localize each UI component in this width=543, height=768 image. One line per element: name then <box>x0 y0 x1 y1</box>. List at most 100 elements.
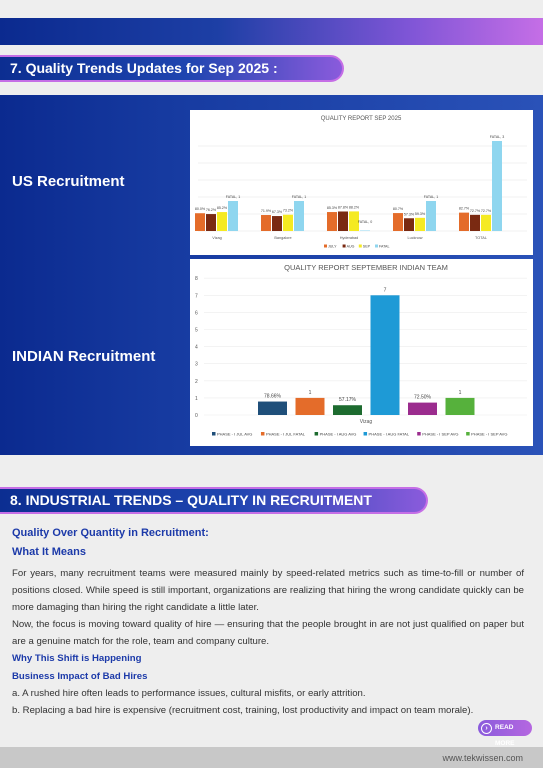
top-banner <box>0 18 543 45</box>
legend-label: PHASE - I AUG FATAL <box>369 432 410 437</box>
footer-bar: www.tekwissen.com <box>0 747 543 768</box>
legend-swatch <box>324 244 327 248</box>
section-8-title: 8. INDUSTRIAL TRENDS – QUALITY IN RECRUI… <box>0 487 428 514</box>
legend-label: PHASE - I JUL AVG <box>217 432 252 437</box>
bar-series-4 <box>370 295 400 415</box>
bar-fatal <box>294 201 304 231</box>
category-tick: Lucknow <box>408 236 423 240</box>
business-impact-heading: Business Impact of Bad Hires <box>12 671 148 682</box>
legend-swatch <box>358 244 362 248</box>
data-label: 71.9% <box>261 209 272 213</box>
bar-july <box>459 212 469 231</box>
legend-label: AUG <box>347 245 355 249</box>
bar-aug <box>470 214 480 231</box>
bar-july <box>327 212 337 231</box>
y-tick: 8 <box>195 276 198 282</box>
us-quality-chart: QUALITY REPORT SEP 2025 80.0% 76.2% 85.2% FA… <box>190 110 533 255</box>
y-tick: 2 <box>195 379 198 385</box>
list-item-b: b. Replacing a bad hire is expensive (re… <box>12 705 474 716</box>
paragraph-speed-metrics: For years, many recruitment teams were m… <box>12 568 524 613</box>
section-7-title: 7. Quality Trends Updates for Sep 2025 : <box>0 55 344 82</box>
legend-label: SEP <box>363 245 371 249</box>
quality-over-quantity-heading: Quality Over Quantity in Recruitment: <box>12 527 209 539</box>
bar-fatal <box>228 201 238 231</box>
legend-swatch <box>363 432 368 436</box>
bar-sep <box>481 214 491 231</box>
category-tick: Hyderabad <box>340 236 359 240</box>
bar-series-1 <box>258 401 287 415</box>
bar-july <box>393 213 403 231</box>
legend-label: PHASE - I SEP AVG <box>422 432 458 437</box>
bar-series-3 <box>333 405 362 415</box>
y-tick: 4 <box>195 345 198 351</box>
data-label: 7 <box>384 287 387 293</box>
data-label: 78.66% <box>264 394 282 400</box>
bar-aug <box>272 216 282 231</box>
read-more-label: READ MORE <box>495 724 515 747</box>
bar-july <box>261 215 271 231</box>
data-label: 88.2% <box>349 205 360 209</box>
legend-swatch <box>375 244 378 248</box>
bar-fatal <box>360 230 370 231</box>
chart-title: QUALITY REPORT SEP 2025 <box>321 116 402 122</box>
bar-series-6 <box>445 397 475 415</box>
bar-sep <box>415 217 425 231</box>
legend-swatch <box>260 432 265 436</box>
y-tick: 0 <box>195 413 198 419</box>
footer-website[interactable]: www.tekwissen.com <box>442 753 523 763</box>
category-tick: TOTAL <box>475 236 487 240</box>
legend-label: JULY <box>328 245 337 249</box>
data-label: 85.3% <box>327 206 338 210</box>
data-label: FATAL, 0 <box>358 220 372 224</box>
legend-swatch <box>342 244 346 248</box>
bar-sep <box>283 214 293 231</box>
data-label: 57.17% <box>339 397 357 403</box>
bar-aug <box>338 211 348 231</box>
bar-fatal <box>426 201 436 231</box>
data-label: 85.2% <box>217 206 228 210</box>
legend-swatch <box>417 432 421 436</box>
bar-aug <box>206 214 216 231</box>
why-shift-heading: Why This Shift is Happening <box>12 653 142 664</box>
data-label: 72.50% <box>414 395 432 401</box>
legend-swatch <box>466 432 470 436</box>
data-label: 72.7% <box>481 209 492 213</box>
category-tick: Vizag <box>212 236 221 240</box>
data-label: 80.0% <box>195 207 206 211</box>
data-label: 1 <box>309 390 312 396</box>
y-tick: 1 <box>195 396 198 402</box>
data-label: FATAL, 1 <box>292 195 306 199</box>
bar-aug <box>404 218 414 231</box>
read-more-button[interactable]: › READ MORE <box>478 720 532 747</box>
y-tick: 6 <box>195 310 198 316</box>
bar-fatal <box>492 141 502 231</box>
y-tick: 7 <box>195 293 198 299</box>
data-label: 67.3% <box>272 210 283 214</box>
data-label: 57.3% <box>404 212 415 216</box>
data-label: 1 <box>459 390 462 396</box>
legend-swatch <box>314 432 319 436</box>
legend-label: PHASE - I SEP AVG <box>471 432 507 437</box>
data-label: 76.2% <box>206 208 217 212</box>
category-tick: Vizag <box>360 419 373 425</box>
legend-label: FATAL <box>379 245 389 249</box>
data-label: FATAL, 1 <box>424 195 438 199</box>
bar-sep <box>217 212 227 231</box>
indian-recruitment-label: INDIAN Recruitment <box>12 348 156 365</box>
legend-label: PHASE - I AUG AVG <box>320 432 357 437</box>
data-label: 80.7% <box>393 207 404 211</box>
chevron-right-icon: › <box>481 722 492 734</box>
category-tick: Bangalore <box>274 236 291 240</box>
y-tick: 3 <box>195 362 198 368</box>
chart-title: QUALITY REPORT SEPTEMBER INDIAN TEAM <box>284 263 448 272</box>
data-label: 87.8% <box>338 205 349 209</box>
data-label: 59.3% <box>415 212 426 216</box>
data-label: FATAL, 1 <box>226 195 240 199</box>
data-label: 73.2% <box>283 209 294 213</box>
what-it-means-heading: What It Means <box>12 546 86 558</box>
indian-quality-chart: QUALITY REPORT SEPTEMBER INDIAN TEAM 0 1 2 3… <box>190 259 533 446</box>
legend-label: PHASE - I JUL FATAL <box>266 432 306 437</box>
bar-july <box>195 213 205 231</box>
list-item-a: a. A rushed hire often leads to performa… <box>12 688 366 699</box>
us-recruitment-label: US Recruitment <box>12 173 125 190</box>
